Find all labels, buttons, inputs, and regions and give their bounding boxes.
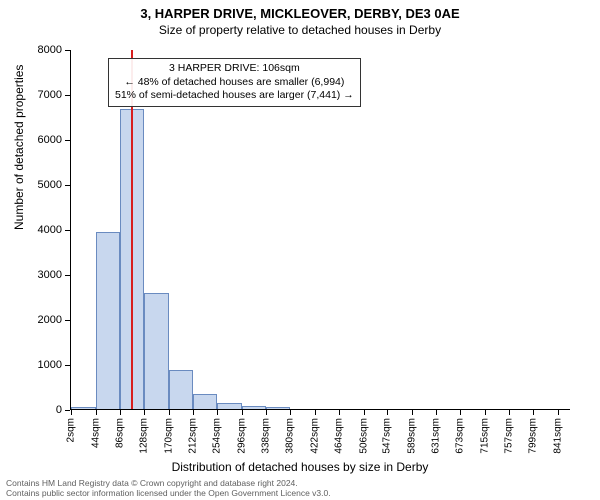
chart-title-address: 3, HARPER DRIVE, MICKLEOVER, DERBY, DE3 … [0, 0, 600, 21]
ytick-mark [65, 410, 70, 411]
xtick-mark [387, 410, 388, 415]
xtick-label: 422sqm [309, 418, 320, 454]
plot-area: 3 HARPER DRIVE: 106sqm ← 48% of detached… [70, 50, 570, 410]
xtick-mark [509, 410, 510, 415]
xtick-label: 506sqm [358, 418, 369, 454]
xtick-label: 44sqm [90, 418, 101, 448]
property-size-chart: 3, HARPER DRIVE, MICKLEOVER, DERBY, DE3 … [0, 0, 600, 500]
xtick-mark [266, 410, 267, 415]
xtick-mark [364, 410, 365, 415]
xtick-mark [460, 410, 461, 415]
xtick-label: 631sqm [431, 418, 442, 454]
xtick-mark [71, 410, 72, 415]
xtick-label: 715sqm [479, 418, 490, 454]
ytick-label: 8000 [0, 44, 62, 56]
chart-subtitle: Size of property relative to detached ho… [0, 21, 600, 37]
x-axis [70, 409, 570, 410]
xtick-label: 841sqm [552, 418, 563, 454]
xtick-mark [339, 410, 340, 415]
annotation-line2: ← 48% of detached houses are smaller (6,… [115, 76, 354, 90]
xtick-label: 547sqm [382, 418, 393, 454]
ytick-label: 6000 [0, 134, 62, 146]
annotation-line1: 3 HARPER DRIVE: 106sqm [115, 62, 354, 76]
xtick-label: 254sqm [212, 418, 223, 454]
xtick-label: 86sqm [114, 418, 125, 448]
xtick-mark [558, 410, 559, 415]
xtick-mark [533, 410, 534, 415]
xtick-label: 2sqm [66, 418, 77, 442]
ytick-label: 3000 [0, 269, 62, 281]
xtick-label: 128sqm [139, 418, 150, 454]
xtick-mark [242, 410, 243, 415]
footer-attribution: Contains HM Land Registry data © Crown c… [6, 478, 331, 498]
annotation-box: 3 HARPER DRIVE: 106sqm ← 48% of detached… [108, 58, 361, 107]
histogram-bar [144, 293, 168, 410]
ytick-label: 2000 [0, 314, 62, 326]
xtick-mark [485, 410, 486, 415]
xtick-mark [436, 410, 437, 415]
xtick-mark [412, 410, 413, 415]
xtick-mark [96, 410, 97, 415]
xtick-mark [144, 410, 145, 415]
xtick-label: 464sqm [334, 418, 345, 454]
ytick-label: 5000 [0, 179, 62, 191]
xtick-mark [120, 410, 121, 415]
xtick-label: 799sqm [528, 418, 539, 454]
histogram-bar [96, 232, 120, 410]
xtick-label: 380sqm [285, 418, 296, 454]
histogram-bar [193, 394, 217, 410]
xtick-label: 170sqm [163, 418, 174, 454]
histogram-bar [169, 370, 193, 411]
ytick-label: 1000 [0, 359, 62, 371]
xtick-label: 589sqm [406, 418, 417, 454]
xtick-label: 212sqm [187, 418, 198, 454]
footer-line2: Contains public sector information licen… [6, 488, 331, 498]
xtick-mark [217, 410, 218, 415]
annotation-line3: 51% of semi-detached houses are larger (… [115, 89, 354, 103]
xtick-mark [193, 410, 194, 415]
xtick-label: 757sqm [504, 418, 515, 454]
y-axis [70, 50, 71, 410]
xtick-mark [169, 410, 170, 415]
xtick-mark [290, 410, 291, 415]
xtick-label: 673sqm [455, 418, 466, 454]
xtick-label: 338sqm [261, 418, 272, 454]
xtick-mark [315, 410, 316, 415]
ytick-label: 0 [0, 404, 62, 416]
footer-line1: Contains HM Land Registry data © Crown c… [6, 478, 331, 488]
ytick-label: 7000 [0, 89, 62, 101]
xtick-label: 296sqm [236, 418, 247, 454]
ytick-label: 4000 [0, 224, 62, 236]
x-axis-label: Distribution of detached houses by size … [0, 460, 600, 474]
